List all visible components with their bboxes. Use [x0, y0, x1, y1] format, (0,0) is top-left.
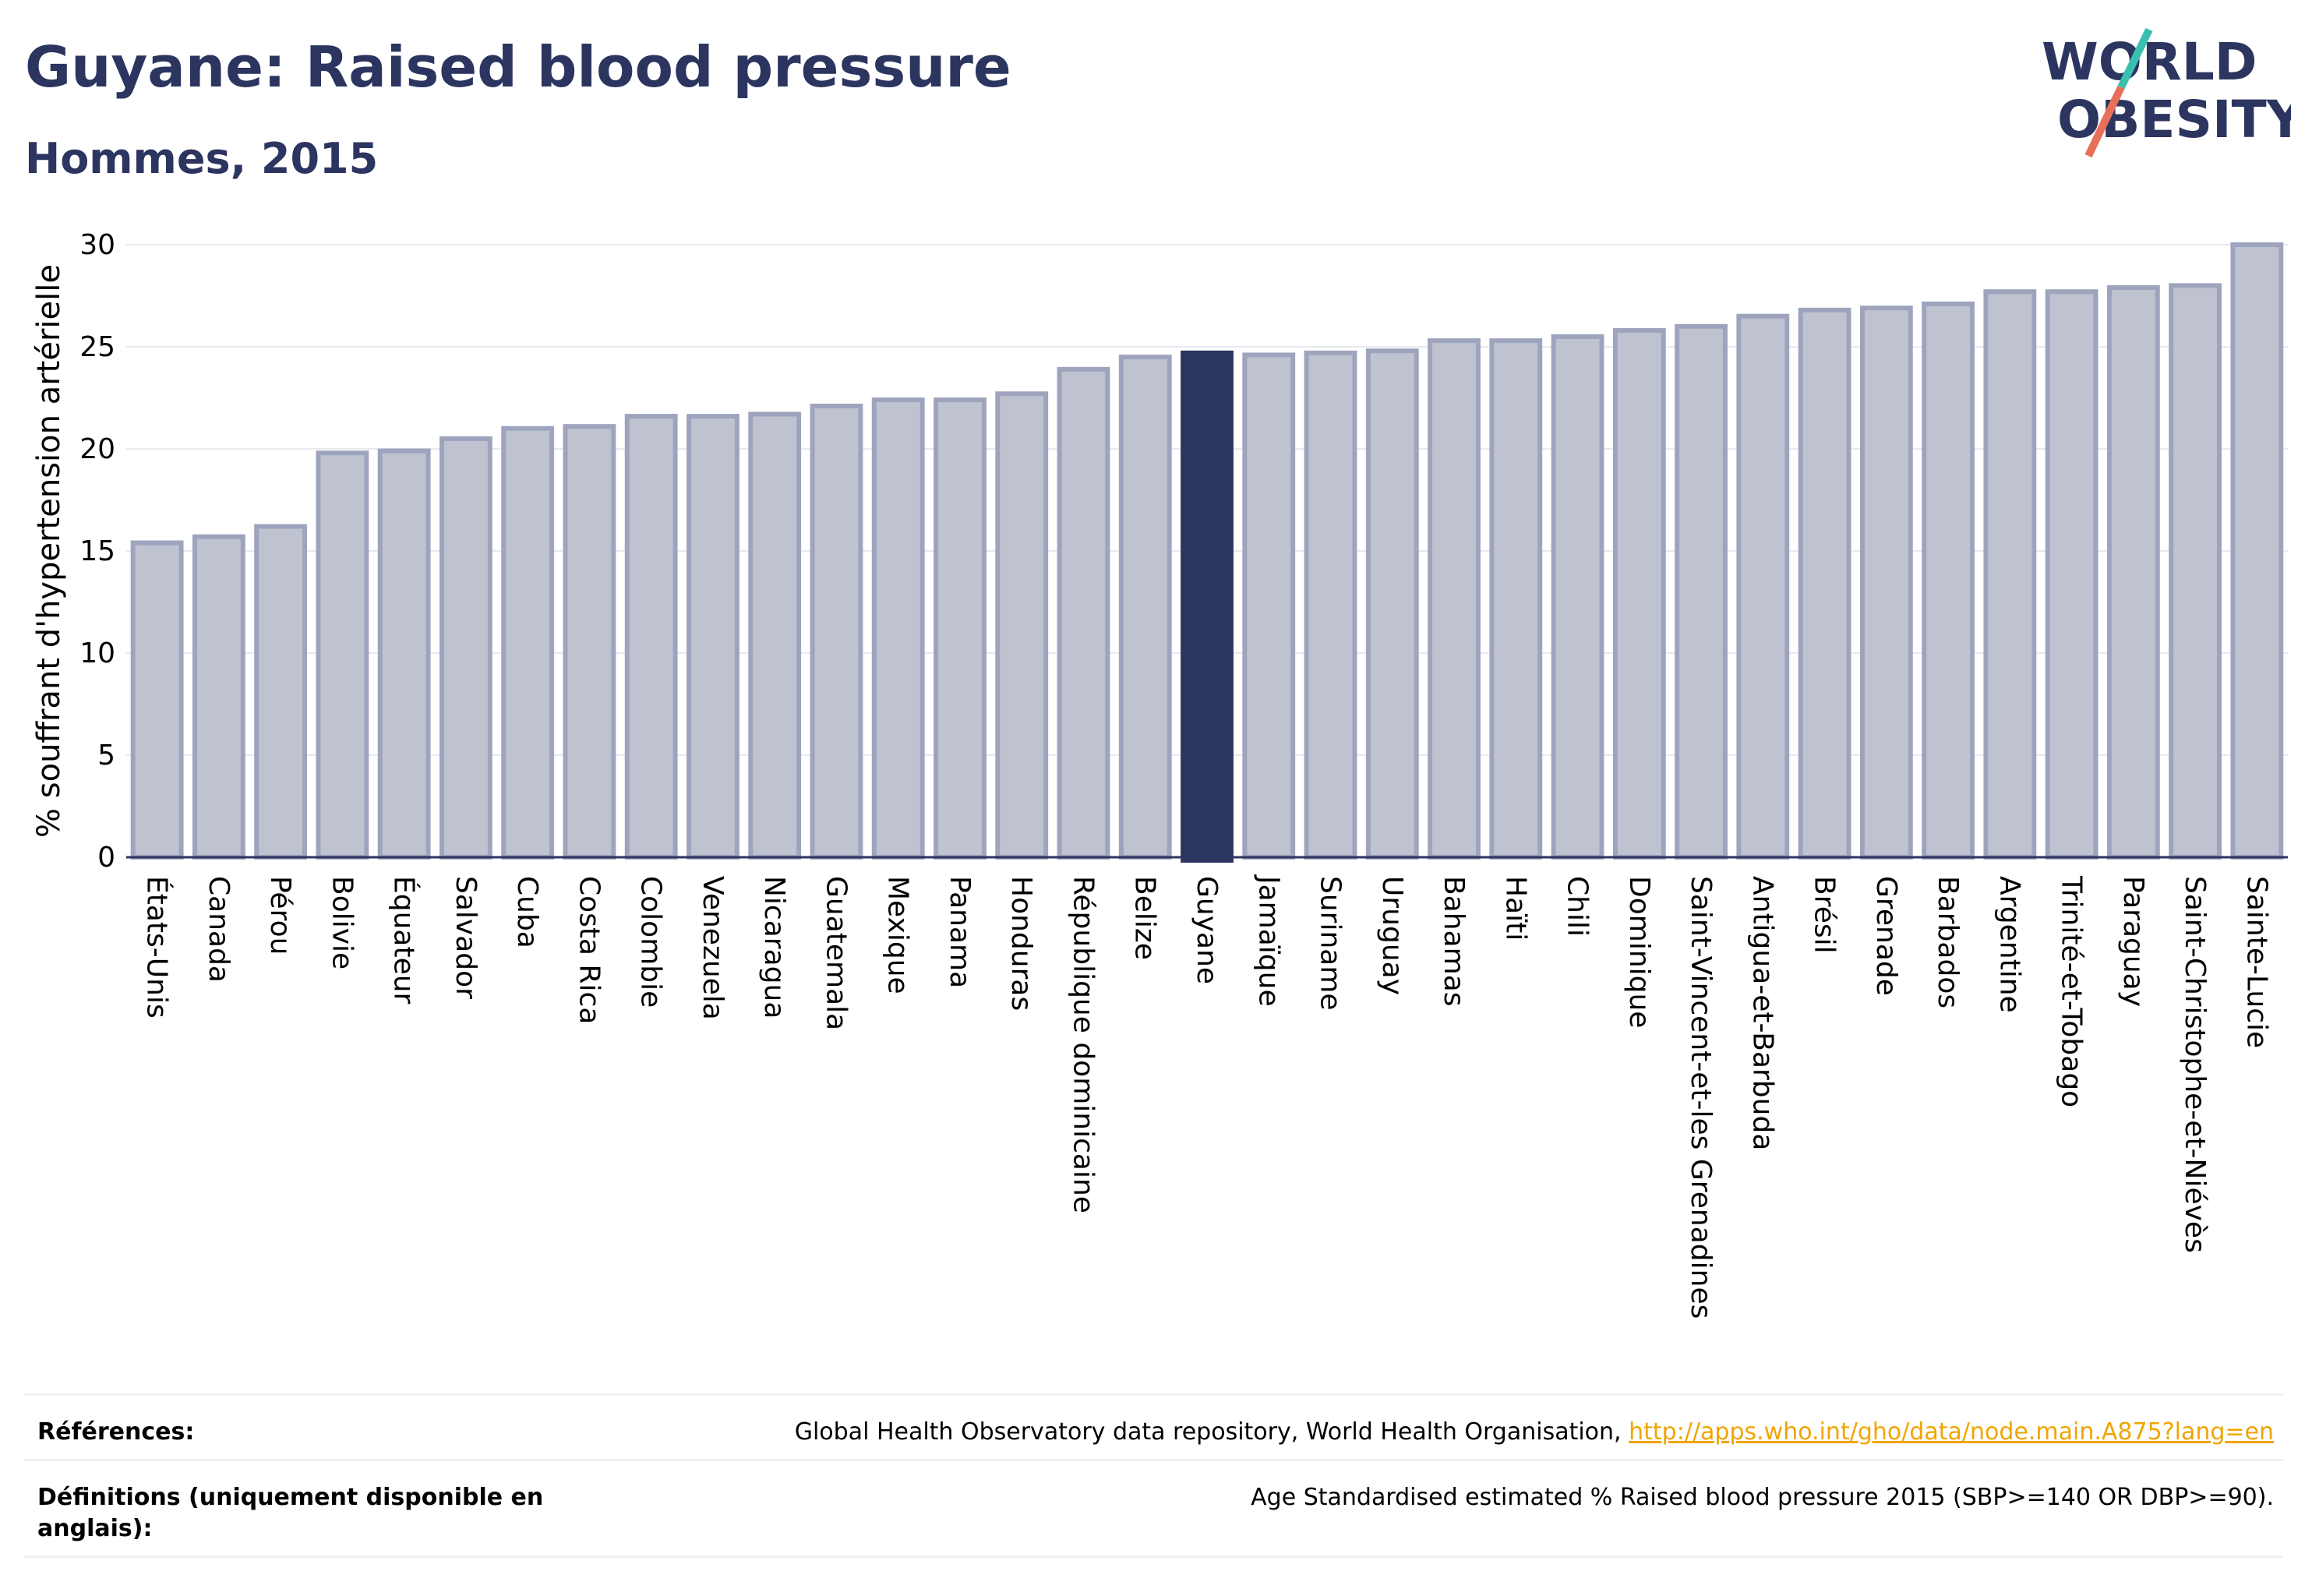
- x-tick-label: Guyane: [1191, 876, 1223, 984]
- bar-24: [1612, 328, 1666, 860]
- x-tick-label: Antigua-et-Barbuda: [1746, 876, 1778, 1150]
- bar-7: [563, 424, 616, 860]
- references-label: Références:: [37, 1418, 195, 1446]
- bar-27: [1798, 307, 1851, 860]
- bar-15: [1057, 366, 1110, 860]
- x-tick-label: Grenade: [1870, 876, 1902, 996]
- y-tick-label: 15: [79, 535, 115, 567]
- references-link[interactable]: http://apps.who.int/gho/data/node.main.A…: [1629, 1418, 2274, 1446]
- y-tick-label: 30: [79, 229, 115, 261]
- references-source: Global Health Observatory data repositor…: [794, 1418, 1622, 1446]
- y-axis-title: % souffrant d'hypertension artérielle: [31, 264, 67, 838]
- x-tick-label: Jamaïque: [1252, 874, 1284, 1007]
- bar-19: [1304, 350, 1357, 860]
- bar-2: [254, 524, 308, 860]
- world-obesity-logo: WORLD OBESITY: [2042, 27, 2291, 158]
- x-tick-label: Bahamas: [1438, 876, 1470, 1007]
- bar-13: [934, 397, 987, 860]
- bar-34: [2230, 242, 2284, 860]
- x-tick-label: Argentine: [1993, 876, 2025, 1013]
- chart-subtitle: Hommes, 2015: [25, 134, 379, 183]
- x-tick-label: Venezuela: [697, 876, 729, 1020]
- chart-title: Guyane: Raised blood pressure: [25, 34, 1011, 100]
- footer-divider-top: [23, 1393, 2283, 1396]
- bar-29: [1922, 301, 1975, 860]
- bar-0: [130, 540, 184, 860]
- x-tick-label: Équateur: [388, 876, 421, 1005]
- bars: [130, 242, 2284, 863]
- y-tick-label: 20: [79, 433, 115, 465]
- x-tick-label: Saint-Vincent-et-les Grenadines: [1685, 876, 1717, 1319]
- bar-5: [439, 436, 492, 860]
- y-tick-label: 0: [97, 842, 115, 874]
- bar-30: [1983, 289, 2037, 860]
- x-tick-label: Sainte-Lucie: [2240, 876, 2272, 1048]
- footer-divider-middle: [23, 1459, 2283, 1461]
- bar-21: [1428, 338, 1481, 860]
- x-tick-label: République dominicaine: [1067, 876, 1099, 1213]
- y-tick-label: 25: [79, 331, 115, 363]
- bar-4: [377, 448, 431, 860]
- bar-31: [2045, 289, 2099, 860]
- bar-18: [1242, 352, 1296, 860]
- x-tick-label: Bolivie: [326, 876, 358, 969]
- x-tick-label: Barbados: [1932, 876, 1964, 1008]
- bar-33: [2169, 283, 2222, 860]
- x-axis-labels: États-Unis Canada Pérou Bolivie Équateur Salv…: [141, 874, 2273, 1319]
- logo-slash-bottom: [2084, 85, 2125, 158]
- x-tick-label: Colombie: [635, 876, 667, 1008]
- bar-1: [192, 534, 245, 860]
- x-tick-label: Pérou: [264, 876, 296, 955]
- bar-20: [1365, 348, 1419, 860]
- bar-12: [871, 397, 925, 860]
- x-tick-label: Guatemala: [820, 876, 852, 1030]
- bar-9: [687, 414, 740, 860]
- bar-17: [1181, 350, 1234, 863]
- x-tick-label: Suriname: [1315, 876, 1347, 1011]
- bar-26: [1736, 313, 1790, 860]
- bar-25: [1675, 323, 1728, 860]
- bar-32: [2106, 285, 2160, 860]
- logo-text-world: WORLD: [2042, 32, 2257, 92]
- x-tick-label: Costa Rica: [573, 876, 605, 1024]
- bar-chart: 0 5 10 15 20 25 30 États-Unis Canada Pérou Bolivi…: [31, 229, 2288, 1319]
- x-tick-label: Nicaragua: [758, 876, 790, 1019]
- bar-10: [748, 411, 802, 860]
- x-tick-label: Uruguay: [1376, 876, 1408, 995]
- logo-slash-top: [2117, 27, 2153, 90]
- x-tick-label: Brésil: [1809, 876, 1841, 954]
- definitions-label: Définitions (uniquement disponible en an…: [37, 1484, 544, 1542]
- bar-11: [810, 403, 863, 860]
- x-tick-label: Cuba: [511, 876, 543, 948]
- x-tick-label: Belize: [1129, 876, 1161, 960]
- bar-22: [1489, 338, 1543, 860]
- x-tick-label: Mexique: [882, 876, 914, 994]
- bar-3: [316, 450, 369, 860]
- x-tick-label: Honduras: [1005, 876, 1037, 1011]
- bar-6: [501, 425, 555, 860]
- x-tick-label: Canada: [203, 876, 235, 983]
- bar-23: [1551, 334, 1604, 860]
- x-tick-label: États-Unis: [141, 876, 174, 1019]
- y-axis-ticks: 0 5 10 15 20 25 30: [79, 229, 115, 874]
- bar-14: [995, 391, 1049, 860]
- y-tick-label: 5: [97, 740, 115, 772]
- footer-divider-bottom: [23, 1555, 2283, 1558]
- y-tick-label: 10: [79, 637, 115, 669]
- x-tick-label: Dominique: [1623, 876, 1655, 1028]
- x-tick-label: Salvador: [450, 876, 482, 999]
- x-tick-label: Chili: [1562, 876, 1594, 937]
- definitions-text: Age Standardised estimated % Raised bloo…: [1251, 1484, 2274, 1511]
- x-tick-label: Paraguay: [2117, 876, 2149, 1007]
- bar-28: [1859, 305, 1913, 860]
- x-tick-label: Trinité-et-Tobago: [2056, 875, 2088, 1107]
- x-tick-label: Panama: [944, 876, 976, 988]
- bar-8: [624, 414, 678, 860]
- bar-16: [1118, 355, 1172, 860]
- references-text: Global Health Observatory data repositor…: [795, 1417, 2274, 1448]
- x-tick-label: Saint-Christophe-et-Niévès: [2179, 876, 2211, 1253]
- x-tick-label: Haïti: [1499, 876, 1531, 941]
